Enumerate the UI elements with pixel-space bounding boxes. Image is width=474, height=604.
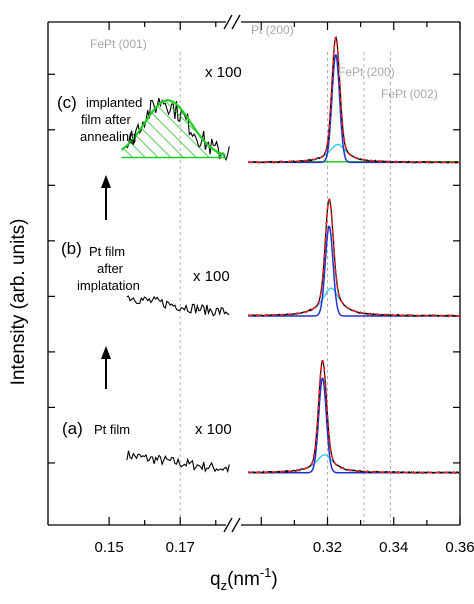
annotation-b-line3: implatation xyxy=(77,278,140,293)
x-tick-label: 0.15 xyxy=(95,539,124,556)
x-tick-label: 0.17 xyxy=(166,539,195,556)
ref-label-fept001: FePt (001) xyxy=(90,37,147,51)
annotation-b-letter: (b) xyxy=(61,239,82,258)
axis-break-mark xyxy=(231,14,241,30)
scale-label-a: x 100 xyxy=(195,421,232,438)
axis-break-mark xyxy=(223,14,233,30)
narrow-component-line xyxy=(248,225,460,317)
axes xyxy=(47,14,461,533)
annotation-c-letter: (c) xyxy=(57,93,77,112)
peak-data-line xyxy=(248,198,461,318)
scale-label-b: x 100 xyxy=(193,268,230,285)
annotation-c-line3: annealing xyxy=(80,129,136,144)
total-fit-line xyxy=(248,36,460,164)
arrow-b-to-c xyxy=(101,175,111,220)
axis-break-mark xyxy=(223,517,233,533)
x-axis-label-unit-close: ) xyxy=(271,569,277,590)
narrow-component-line xyxy=(248,377,460,474)
ref-label-fept002: FePt (002) xyxy=(381,87,438,101)
x-tick-label: 0.32 xyxy=(313,539,342,556)
lowq-data-line xyxy=(126,450,230,474)
annotation-b-line1: Pt film xyxy=(89,244,125,259)
hatched-fit-area xyxy=(121,100,227,158)
total-fit-line xyxy=(248,359,460,474)
x-axis-label-sub: z xyxy=(221,578,228,593)
arrow-a-to-b xyxy=(101,346,111,389)
annotation-a-line1: Pt film xyxy=(94,422,130,437)
annotation-b-line2: after xyxy=(97,261,124,276)
x-tick-label: 0.34 xyxy=(379,539,408,556)
x-tick-label: 0.36 xyxy=(445,539,474,556)
scale-label-c: x 100 xyxy=(205,64,242,81)
y-axis-label: Intensity (arb. units) xyxy=(8,219,29,386)
annotation-c-line2: film after xyxy=(81,112,132,127)
ref-label-fept200: FePt (200) xyxy=(338,65,395,79)
total-fit-line xyxy=(248,197,460,317)
annotation-c-line1: implanted xyxy=(86,95,142,110)
axis-break-mark xyxy=(231,517,241,533)
x-axis-label: qz(nm-1) xyxy=(210,565,278,593)
reference-lines xyxy=(179,52,391,525)
x-axis-label-unit-exp: -1 xyxy=(260,565,272,580)
broad-component-line xyxy=(248,143,460,163)
lowq-data-line xyxy=(126,295,230,317)
annotation-a-letter: (a) xyxy=(62,419,83,438)
curves xyxy=(120,35,461,475)
ref-label-pt200: Pt (200) xyxy=(251,23,294,37)
x-axis-label-main: q xyxy=(210,569,221,590)
svg-text:qz(nm-1): qz(nm-1) xyxy=(210,565,278,593)
gaussian-fit-line xyxy=(120,99,226,157)
x-axis-label-unit: (nm xyxy=(227,569,260,590)
ticks: 0.15 0.17 0.32 0.34 0.36 xyxy=(48,22,474,556)
peak-data-line xyxy=(247,359,461,475)
